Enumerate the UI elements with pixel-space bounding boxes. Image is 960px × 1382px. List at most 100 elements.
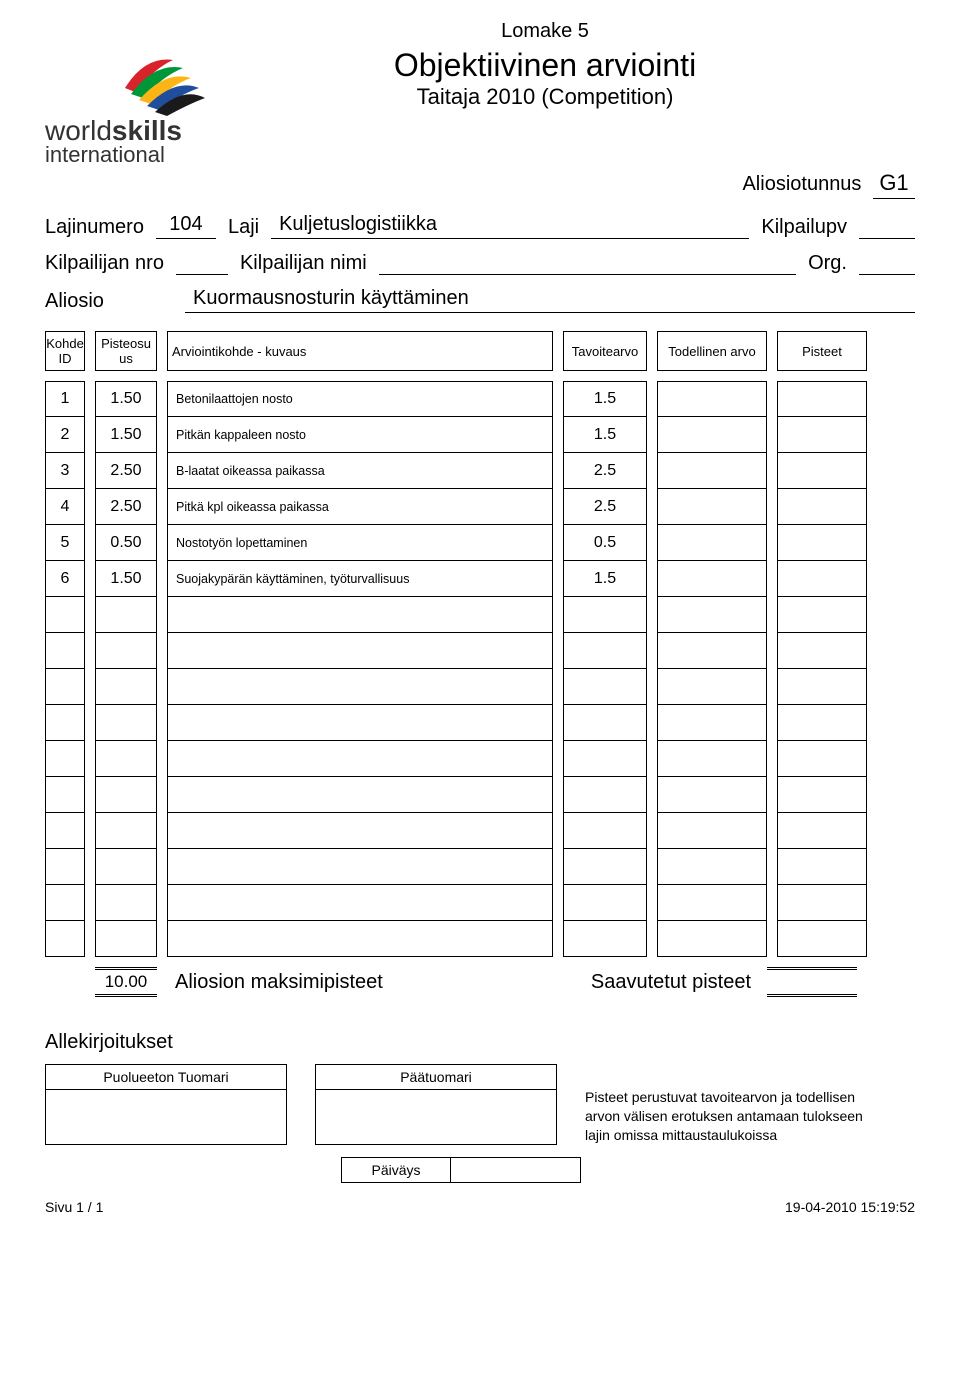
kilpailijan-nimi-label: Kilpailijan nimi [240, 252, 367, 275]
table-cell: 5 [45, 525, 85, 561]
table-cell [167, 921, 553, 957]
date-row: Päiväys [341, 1157, 915, 1183]
table-cell: 2.50 [95, 489, 157, 525]
table-cell: 1 [45, 381, 85, 417]
table-cell [777, 561, 867, 597]
table-cell: 1.5 [563, 381, 647, 417]
table-cell [95, 597, 157, 633]
table-cell: Pitkä kpl oikeassa paikassa [167, 489, 553, 525]
max-points-value: 10.00 [95, 967, 157, 997]
totals-row: 10.00 Aliosion maksimipisteet Saavutetut… [45, 967, 915, 997]
table-cell [777, 849, 867, 885]
main-title: Objektiivinen arviointi [225, 47, 865, 84]
head-judge-signature[interactable] [316, 1090, 556, 1144]
table-cell: 2.50 [95, 453, 157, 489]
neutral-judge-box: Puolueeton Tuomari [45, 1064, 287, 1145]
table-cell [563, 597, 647, 633]
subtitle: Taitaja 2010 (Competition) [225, 84, 865, 110]
table-cell: 0.50 [95, 525, 157, 561]
table-cell [95, 921, 157, 957]
table-cell [45, 633, 85, 669]
aliosio-row: Aliosio Kuormausnosturin käyttäminen [45, 287, 915, 313]
table-cell [45, 597, 85, 633]
neutral-judge-signature[interactable] [46, 1090, 286, 1144]
table-cell [657, 489, 767, 525]
table-cell [563, 669, 647, 705]
table-cell [45, 921, 85, 957]
table-cell: 2.5 [563, 453, 647, 489]
kilpailijan-nimi-value [379, 251, 796, 275]
table-header: Todellinen arvo [657, 331, 767, 371]
achieved-points-value [767, 967, 857, 997]
table-header: Arviointikohde - kuvaus [167, 331, 553, 371]
worldskills-logo-icon: worldskills international [45, 40, 255, 170]
date-value[interactable] [451, 1157, 581, 1183]
table-cell [777, 489, 867, 525]
table-cell [657, 561, 767, 597]
table-cell: 1.50 [95, 381, 157, 417]
laji-label: Laji [228, 216, 259, 239]
table-cell [777, 777, 867, 813]
table-cell [657, 705, 767, 741]
table-cell [657, 741, 767, 777]
meta-row-1: Lajinumero 104 Laji Kuljetuslogistiikka … [45, 213, 915, 239]
svg-text:international: international [45, 142, 165, 167]
form-label: Lomake 5 [225, 20, 865, 43]
date-label: Päiväys [341, 1157, 451, 1183]
col-pisteosuus: Pisteosu us1.501.502.502.500.501.50 [95, 331, 157, 957]
neutral-judge-label: Puolueeton Tuomari [46, 1065, 286, 1090]
table-cell [657, 885, 767, 921]
table-cell [777, 633, 867, 669]
table-cell [563, 633, 647, 669]
table-cell [657, 777, 767, 813]
table-cell: B-laatat oikeassa paikassa [167, 453, 553, 489]
table-cell [777, 741, 867, 777]
table-cell [657, 633, 767, 669]
table-cell [563, 741, 647, 777]
header: worldskills international Lomake 5 Objek… [45, 20, 915, 170]
col-kohde-id: Kohde ID123456 [45, 331, 85, 957]
signature-notes: Pisteet perustuvat tavoitearvon ja todel… [585, 1064, 885, 1145]
head-judge-label: Päätuomari [316, 1065, 556, 1090]
table-cell [167, 741, 553, 777]
table-cell [167, 705, 553, 741]
achieved-points-label: Saavutetut pisteet [563, 971, 757, 994]
sub-id-label: Aliosiotunnus [742, 173, 861, 195]
table-cell [657, 921, 767, 957]
table-cell [777, 813, 867, 849]
table-cell [45, 705, 85, 741]
signatures-row: Puolueeton Tuomari Päätuomari Pisteet pe… [45, 1064, 915, 1145]
table-cell [95, 777, 157, 813]
table-cell: 1.5 [563, 417, 647, 453]
table-cell: Betonilaattojen nosto [167, 381, 553, 417]
kilpailupv-label: Kilpailupv [761, 216, 847, 239]
table-cell [657, 453, 767, 489]
table-cell [45, 741, 85, 777]
assessment-table: Kohde ID123456Pisteosu us1.501.502.502.5… [45, 331, 915, 957]
aliosio-value: Kuormausnosturin käyttäminen [185, 287, 915, 313]
table-cell [167, 885, 553, 921]
table-cell [777, 597, 867, 633]
table-cell: Pitkän kappaleen nosto [167, 417, 553, 453]
head-judge-box: Päätuomari [315, 1064, 557, 1145]
table-cell [563, 705, 647, 741]
table-cell [657, 525, 767, 561]
table-cell [777, 705, 867, 741]
col-kuvaus: Arviointikohde - kuvaus Betonilaattojen n… [167, 331, 553, 957]
table-cell [777, 525, 867, 561]
table-cell [563, 777, 647, 813]
table-cell [657, 813, 767, 849]
lajinumero-label: Lajinumero [45, 216, 144, 239]
kilpailupv-value [859, 215, 915, 239]
table-cell [95, 849, 157, 885]
table-cell: 0.5 [563, 525, 647, 561]
table-cell [167, 777, 553, 813]
table-cell [95, 741, 157, 777]
col-pisteet: Pisteet [777, 331, 867, 957]
table-cell [777, 669, 867, 705]
table-cell: Suojakypärän käyttäminen, työturvallisuu… [167, 561, 553, 597]
org-value [859, 251, 915, 275]
footer: Sivu 1 / 1 19-04-2010 15:19:52 [45, 1199, 915, 1215]
table-cell: 1.5 [563, 561, 647, 597]
table-cell [657, 669, 767, 705]
